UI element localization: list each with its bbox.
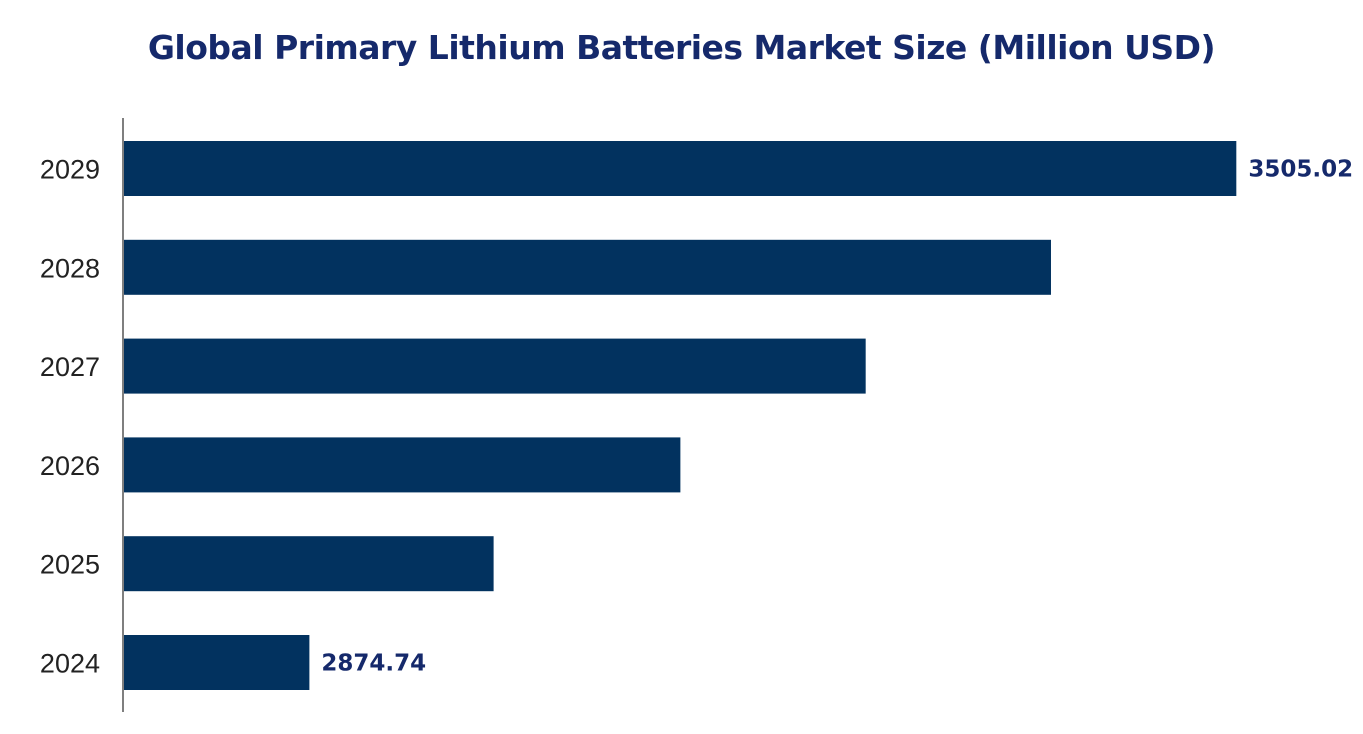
bar-2027 [124,338,866,394]
bar-2025 [124,536,494,592]
y-tick-label-2029: 2029 [40,155,100,185]
y-tick-label-2024: 2024 [40,649,100,679]
y-tick-label-2027: 2027 [40,352,100,382]
y-tick-label-2026: 2026 [40,451,100,481]
bar-2026 [124,437,681,493]
bar-2028 [124,239,1051,295]
chart-title: Global Primary Lithium Batteries Market … [147,28,1216,67]
data-label-2024: 2874.74 [321,651,426,677]
y-tick-label-2028: 2028 [40,253,100,283]
bar-2024 [124,635,310,690]
data-label-2029: 3505.02 [1248,157,1353,183]
bar-2029 [124,141,1237,196]
y-tick-label-2025: 2025 [40,550,100,580]
